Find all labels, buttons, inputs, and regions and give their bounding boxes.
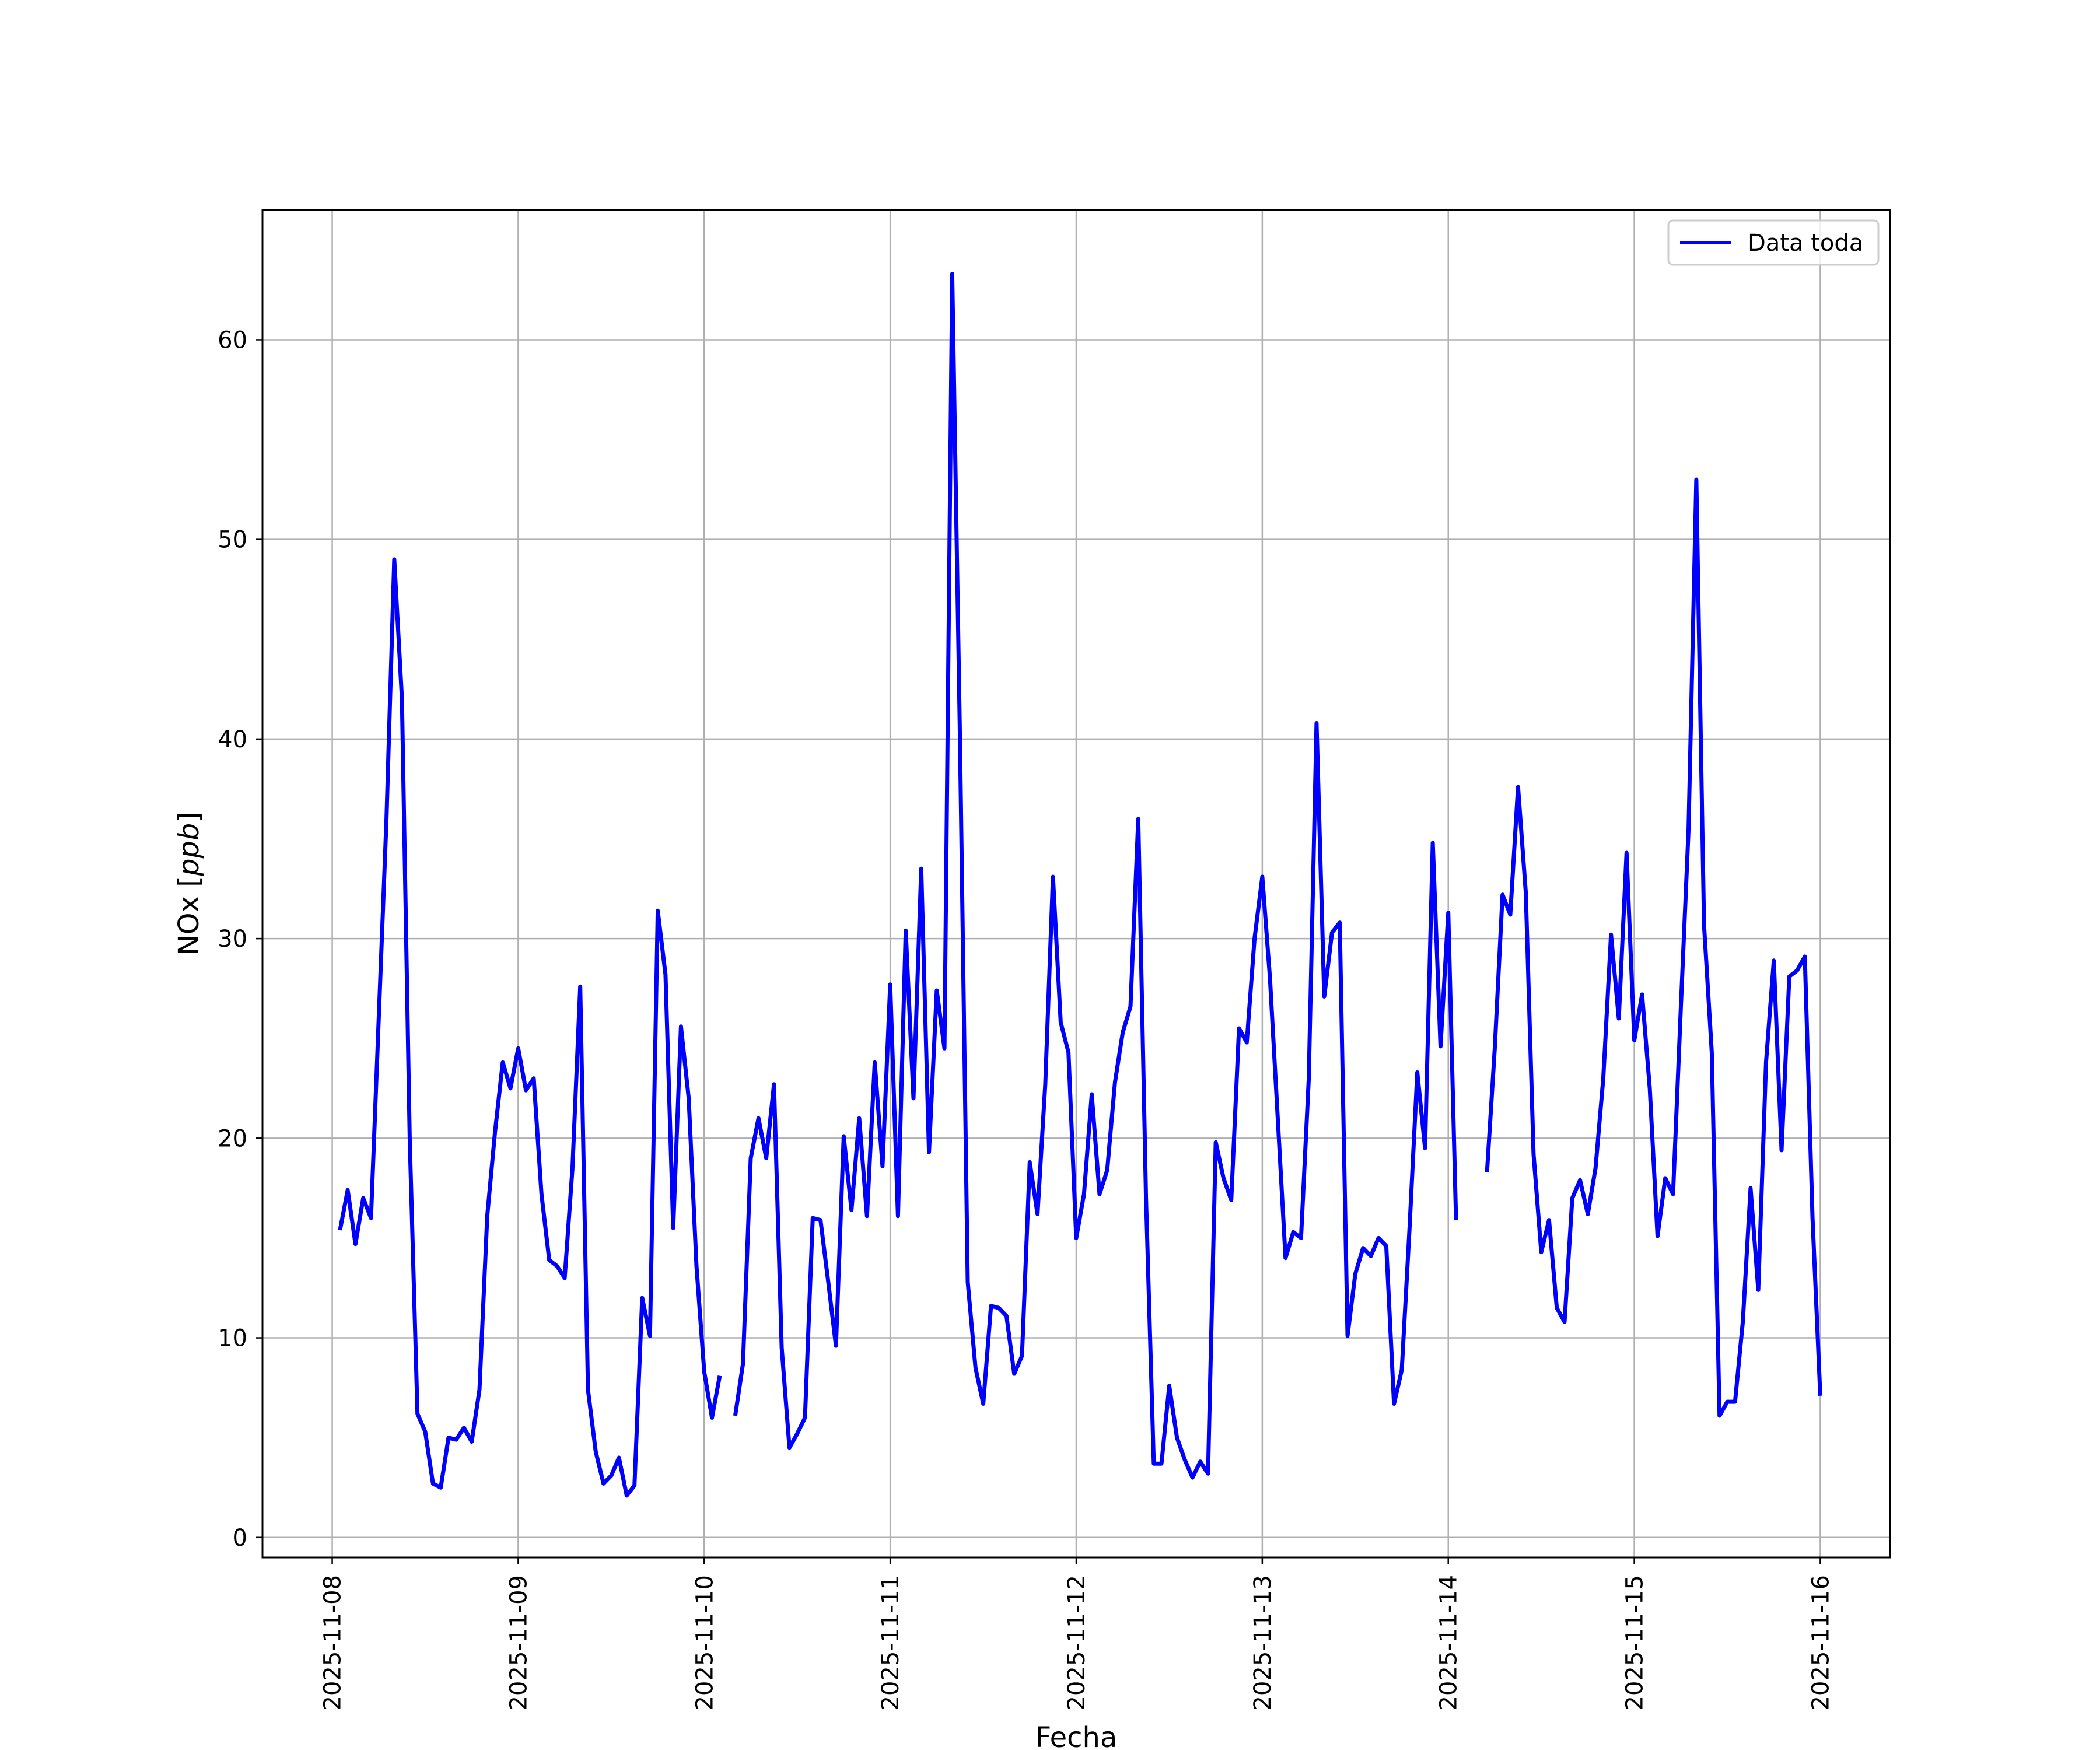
y-axis-label-unit: ppb [173, 823, 205, 877]
y-tick-label: 10 [218, 1325, 247, 1352]
x-tick-label: 2025-11-16 [1807, 1575, 1834, 1710]
y-tick-label: 30 [218, 926, 247, 953]
x-tick-label: 2025-11-08 [320, 1575, 346, 1710]
legend: Data toda [1667, 219, 1880, 266]
x-tick-label: 2025-11-09 [505, 1575, 532, 1710]
legend-box [1667, 219, 1880, 266]
y-axis: 0 10 20 30 40 50 60 [218, 327, 262, 1552]
y-axis-label: NOx [ppb] [173, 812, 205, 956]
grid [262, 210, 1890, 1558]
y-axis-label-main: NOx [173, 887, 205, 956]
y-tick-label: 0 [233, 1525, 247, 1552]
x-tick-label: 2025-11-15 [1622, 1575, 1648, 1710]
legend-label: Data toda [1748, 230, 1863, 257]
y-tick-label: 50 [218, 527, 247, 554]
x-tick-label: 2025-11-11 [877, 1575, 904, 1710]
x-tick-label: 2025-11-13 [1250, 1575, 1276, 1710]
y-tick-label: 40 [218, 726, 247, 753]
x-tick-label: 2025-11-14 [1436, 1575, 1462, 1710]
x-axis-label: Fecha [1035, 1721, 1118, 1750]
y-tick-label: 20 [218, 1125, 247, 1152]
series-line [338, 272, 1822, 1498]
x-tick-label: 2025-11-10 [691, 1575, 718, 1710]
x-tick-label: 2025-11-12 [1063, 1575, 1090, 1710]
y-tick-label: 60 [218, 327, 247, 354]
series-layer [338, 272, 1822, 1498]
x-axis: 2025-11-08 2025-11-09 2025-11-10 2025-11-11… [320, 1558, 1834, 1710]
